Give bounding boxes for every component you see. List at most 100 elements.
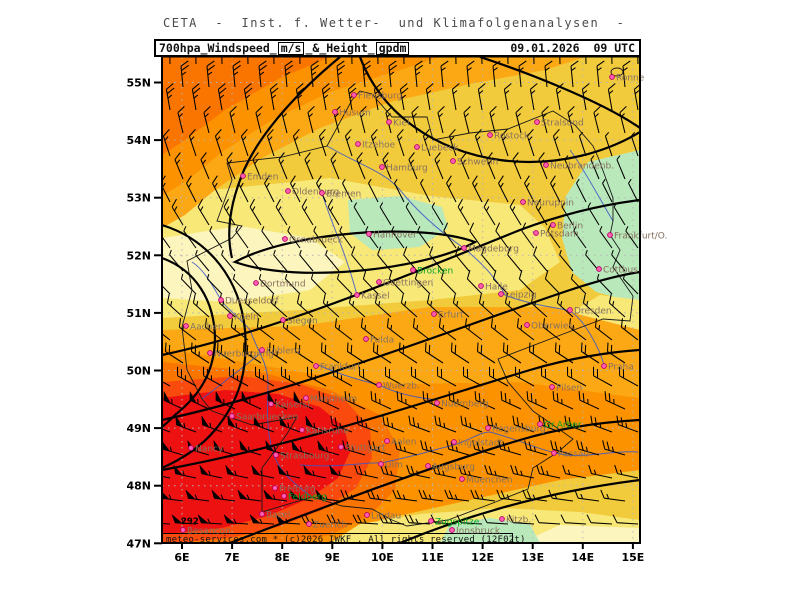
city-marker xyxy=(319,190,325,196)
city-label: Erfurt xyxy=(438,311,464,321)
city-marker xyxy=(313,363,319,369)
city-marker xyxy=(338,444,344,450)
city-label: Stuttgart xyxy=(345,444,386,454)
river xyxy=(326,145,605,366)
city-label: Praha xyxy=(608,363,634,373)
city-marker xyxy=(487,132,493,138)
city-marker xyxy=(499,516,505,522)
city-label: Pilsen xyxy=(556,384,582,394)
city-label: Ulm xyxy=(385,461,403,471)
city-label: Nuernberg xyxy=(441,400,489,410)
lat-tick-label: 52N xyxy=(126,249,151,262)
city-label: Siegen xyxy=(287,317,318,327)
city-marker xyxy=(280,317,286,323)
height-contour xyxy=(358,57,640,164)
city-marker xyxy=(379,164,385,170)
city-label: Zuerich xyxy=(313,521,347,531)
city-marker xyxy=(282,236,288,242)
city-marker xyxy=(229,413,235,419)
height-contour xyxy=(162,270,640,422)
agency-title: CETA - Inst. f. Wetter- und Klimafolgena… xyxy=(163,16,626,30)
city-marker xyxy=(378,461,384,467)
city-marker xyxy=(363,336,369,342)
lon-tick-label: 11E xyxy=(421,551,444,564)
city-marker xyxy=(306,521,312,527)
city-marker xyxy=(218,297,224,303)
lon-tick-label: 7E xyxy=(225,551,240,564)
city-marker xyxy=(188,445,194,451)
mountain-marker xyxy=(281,493,287,499)
height-contour xyxy=(228,57,341,259)
city-label: Strasbourg xyxy=(280,452,329,462)
product-title-left: 700hpa_Windspeed_ xyxy=(159,41,277,55)
city-marker xyxy=(459,476,465,482)
height-contours-layer xyxy=(162,57,640,543)
city-label: Frankfurt xyxy=(320,363,361,373)
windspeed-band xyxy=(162,226,345,302)
city-label: Potsdam xyxy=(540,230,579,240)
city-marker xyxy=(607,232,613,238)
city-label: Goettingen xyxy=(383,279,433,289)
city-label: Magdeburg xyxy=(468,245,519,255)
city-marker xyxy=(376,279,382,285)
city-marker xyxy=(272,485,278,491)
city-marker xyxy=(434,400,440,406)
city-marker xyxy=(384,438,390,444)
city-label: Lindau xyxy=(371,512,401,522)
city-label: Schwerin xyxy=(457,158,498,168)
city-marker xyxy=(299,427,305,433)
city-marker xyxy=(461,245,467,251)
lon-tick-label: 9E xyxy=(325,551,340,564)
city-marker xyxy=(534,119,540,125)
borders-layer xyxy=(181,67,634,527)
city-label: Berlin xyxy=(557,222,583,232)
lon-tick-label: 10E xyxy=(371,551,394,564)
city-label: Neubrandenb. xyxy=(550,162,614,172)
city-marker xyxy=(376,382,382,388)
windspeed-band xyxy=(162,57,330,155)
city-label: Muenchen xyxy=(466,476,513,486)
lon-tick-label: 13E xyxy=(521,551,544,564)
wind-barbs-layer xyxy=(162,57,640,525)
city-label: Dortmund xyxy=(260,280,306,290)
axes-layer: 55N 54N 53N 52N 51N 50N 49N 48N 47N 6E 7E 8E 9E 10E 11… xyxy=(126,55,644,564)
mountain-marker xyxy=(410,267,416,273)
city-label: Osnabrueck xyxy=(289,236,344,246)
city-label: Besancon xyxy=(187,527,231,537)
windspeed-band xyxy=(562,150,640,300)
city-label: Dresden xyxy=(574,307,612,317)
city-label: Kassel xyxy=(361,292,390,302)
city-label: Kitzb. xyxy=(506,516,531,526)
city-label: Wuerzb. xyxy=(383,382,420,392)
city-label: Emden xyxy=(247,173,278,183)
city-marker xyxy=(498,291,504,297)
city-marker xyxy=(386,119,392,125)
lat-tick-label: 50N xyxy=(126,365,151,378)
city-marker xyxy=(285,188,291,194)
city-label: Aalen xyxy=(391,438,416,448)
city-marker xyxy=(355,141,361,147)
windspeed-band xyxy=(440,518,540,543)
city-label: Itzehoe xyxy=(362,141,396,151)
lat-tick-label: 48N xyxy=(126,480,151,493)
lat-tick-label: 47N xyxy=(126,537,151,550)
mountain-label: Zugspitze xyxy=(435,518,480,528)
height-contour xyxy=(162,223,247,470)
lat-tick-label: 54N xyxy=(126,134,151,147)
windspeed-band xyxy=(520,525,640,543)
rivers-layer xyxy=(191,145,639,498)
city-marker xyxy=(543,162,549,168)
city-label: Saarbruecken xyxy=(236,413,298,423)
contour-label: 292 xyxy=(181,517,199,527)
city-marker xyxy=(596,266,602,272)
lon-tick-label: 6E xyxy=(174,551,189,564)
city-label: Ronne xyxy=(616,74,645,84)
lat-tick-label: 51N xyxy=(126,307,151,320)
city-marker xyxy=(273,452,279,458)
city-label: Mannheim xyxy=(310,395,357,405)
lat-tick-label: 55N xyxy=(126,77,151,90)
city-label: Stralsund xyxy=(541,119,584,129)
city-marker xyxy=(183,323,189,329)
river xyxy=(299,431,639,467)
city-label: Halle xyxy=(485,283,508,293)
